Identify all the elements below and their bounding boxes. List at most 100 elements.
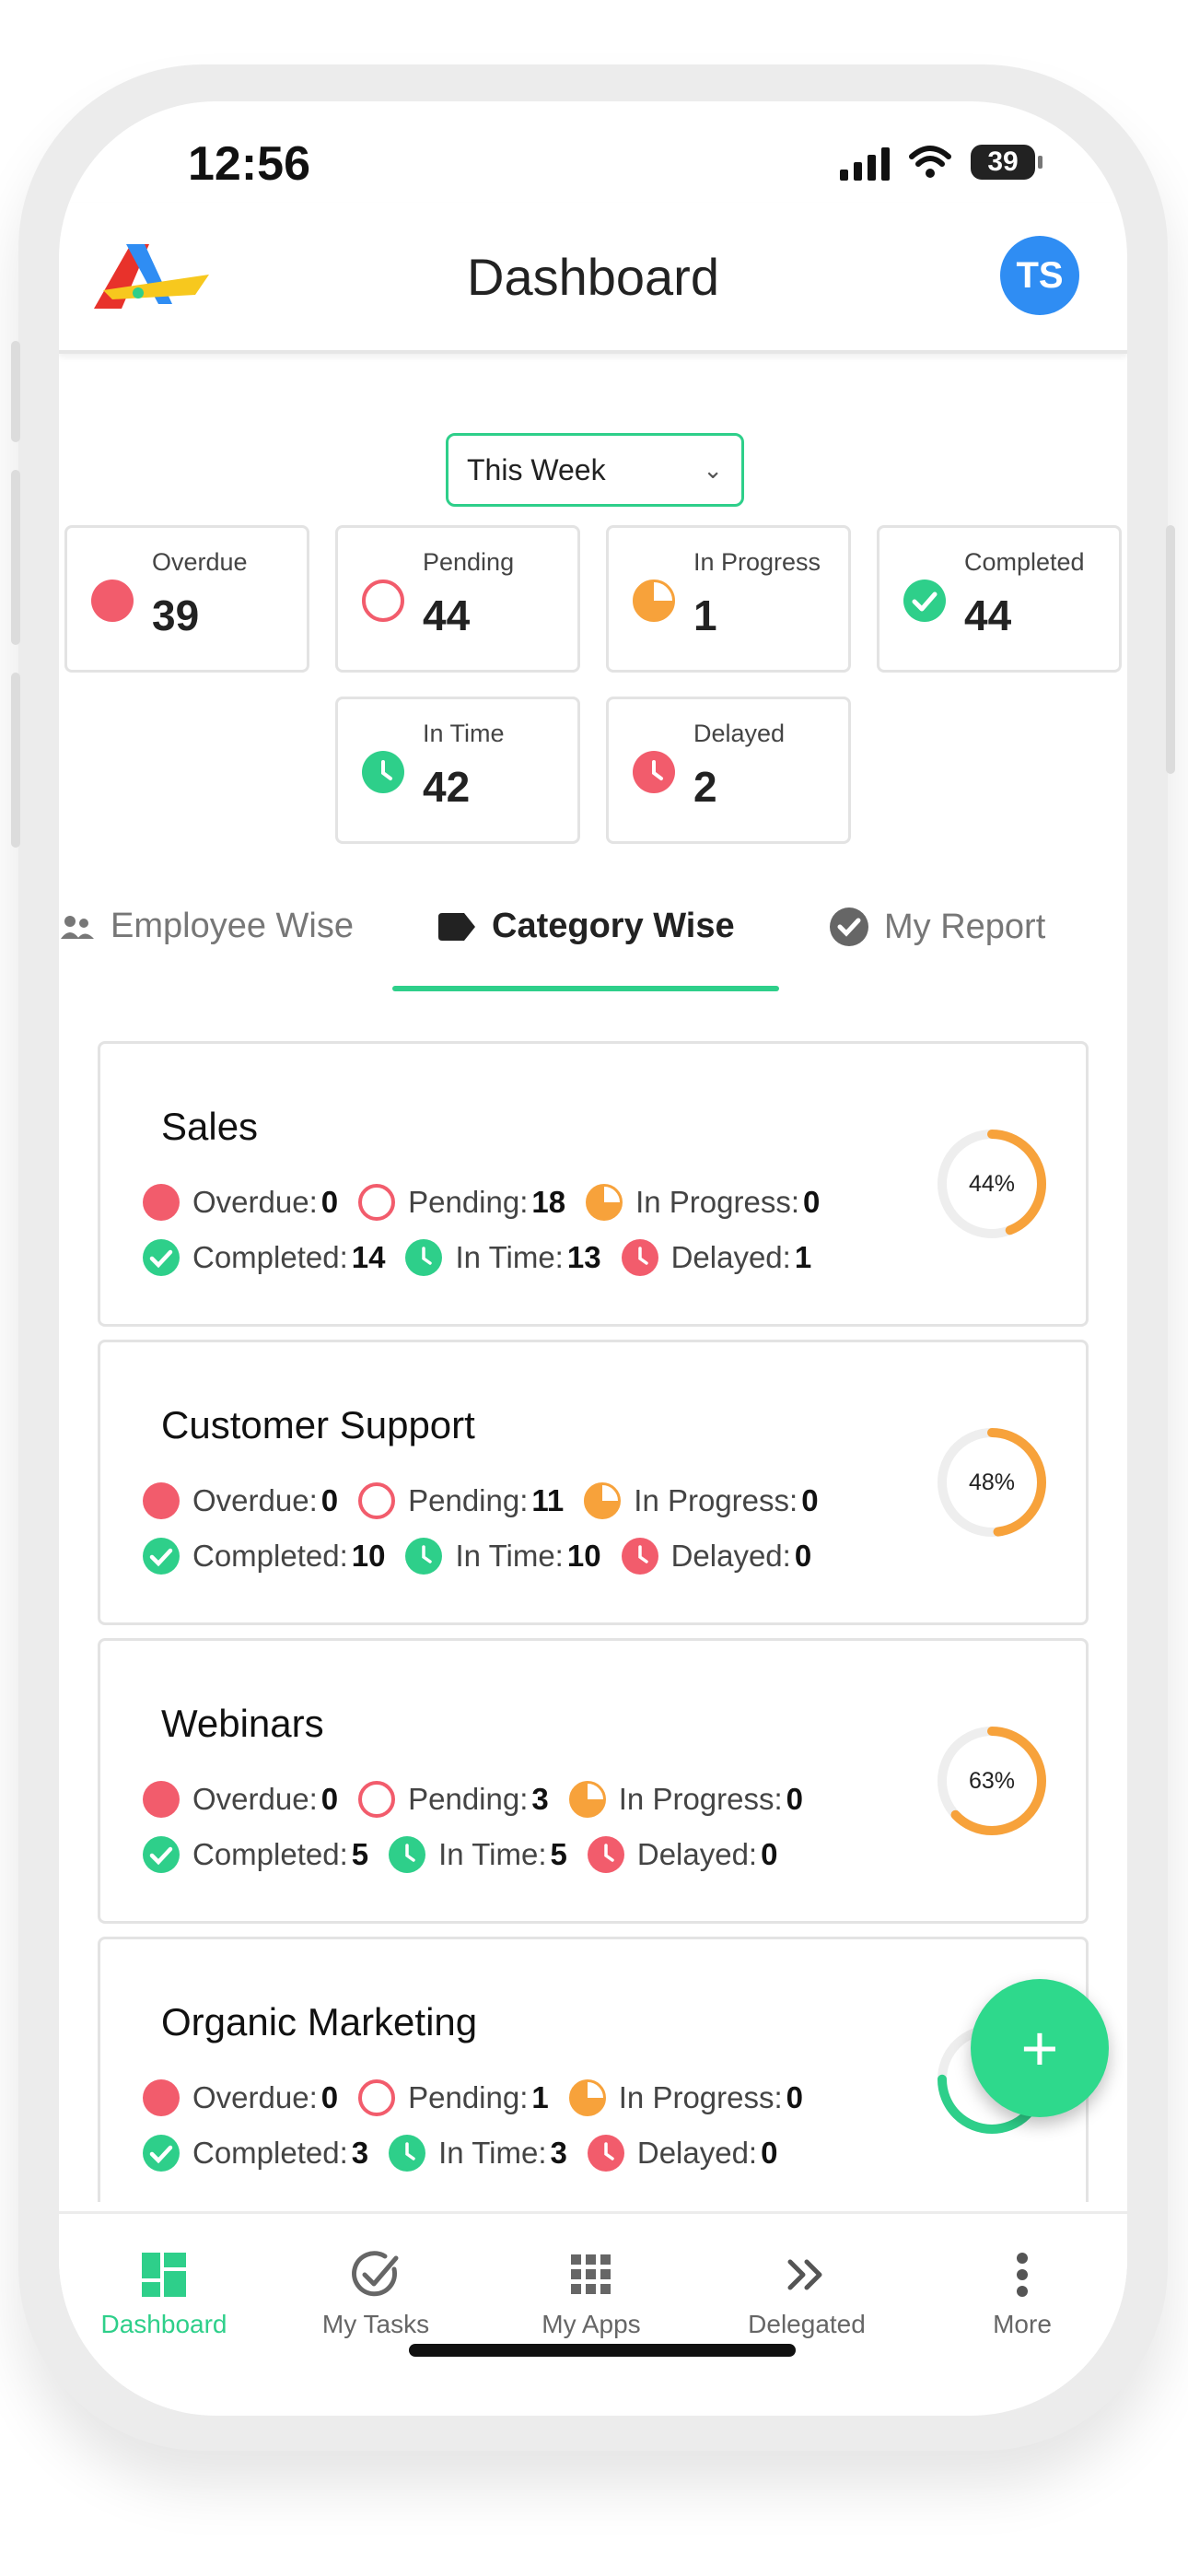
clock-green-icon — [405, 1538, 443, 1575]
page-title: Dashboard — [467, 248, 719, 306]
category-stats-row-1: Overdue: 0 Pending: 11 In Progress: 0 — [143, 1482, 839, 1519]
report-tabs: Employee Wise Category Wise My Report — [59, 894, 1127, 995]
stat-card-in-progress[interactable]: In Progress 1 — [606, 525, 851, 673]
in-time-stat: In Time: 3 — [389, 2135, 567, 2172]
nav-delegated[interactable]: Delegated — [715, 2247, 899, 2339]
clock-red-icon — [621, 1239, 658, 1276]
completion-percent: 44% — [968, 1170, 1016, 1197]
category-stats-row-1: Overdue: 0 Pending: 18 In Progress: 0 — [143, 1184, 840, 1221]
overdue-dot-icon — [143, 1781, 180, 1818]
cellular-signal-icon — [840, 144, 890, 181]
completion-percent: 63% — [968, 1767, 1016, 1794]
completed-stat: Completed: 14 — [143, 1239, 385, 1276]
nav-label: My Apps — [542, 2310, 641, 2338]
stat-value: 39 — [152, 591, 200, 639]
progress-pie-icon — [633, 580, 675, 622]
delayed-stat: Delayed: 0 — [587, 2135, 777, 2172]
pending-stat: Pending: 11 — [358, 1482, 564, 1519]
dashboard-icon — [142, 2253, 186, 2297]
grid-apps-icon — [571, 2254, 611, 2294]
nav-dashboard[interactable]: Dashboard — [72, 2247, 256, 2339]
pending-circle-icon — [358, 1781, 396, 1818]
overdue-stat: Overdue: 0 — [143, 2079, 338, 2116]
side-button-mute — [11, 341, 20, 442]
in-time-stat: In Time: 13 — [405, 1239, 601, 1276]
completed-stat: Completed: 10 — [143, 1538, 385, 1575]
battery-icon: 39 — [971, 145, 1042, 180]
tab-category-wise[interactable]: Category Wise — [437, 907, 735, 946]
category-stats-row-2: Completed: 3 In Time: 3 Delayed: 0 — [143, 2135, 798, 2172]
tab-employee-wise[interactable]: Employee Wise — [59, 907, 354, 946]
category-stats-row-1: Overdue: 0 Pending: 1 In Progress: 0 — [143, 2079, 823, 2116]
stat-card-completed[interactable]: Completed 44 — [877, 525, 1122, 673]
stat-value: 44 — [964, 591, 1012, 639]
delayed-stat: Delayed: 0 — [621, 1538, 811, 1575]
clock-red-icon — [587, 2135, 624, 2172]
category-card-customer-support[interactable]: Customer Support Overdue: 0 Pending: 11 In… — [98, 1340, 1089, 1625]
category-stats-row-2: Completed: 14 In Time: 13 Delayed: 1 — [143, 1239, 832, 1276]
completed-stat: Completed: 5 — [143, 1836, 368, 1873]
user-avatar[interactable]: TS — [1000, 236, 1079, 315]
stat-value: 44 — [423, 591, 471, 639]
in-time-stat: In Time: 5 — [389, 1836, 567, 1873]
pending-stat: Pending: 18 — [358, 1184, 565, 1221]
add-task-button[interactable]: + — [971, 1979, 1109, 2117]
plus-icon: + — [1020, 2012, 1059, 2084]
stat-label: Pending — [423, 548, 515, 576]
clock-green-icon — [389, 1836, 426, 1873]
stat-card-overdue[interactable]: Overdue 39 — [64, 525, 309, 673]
completion-ring: 44% — [935, 1127, 1049, 1241]
nav-label: Delegated — [748, 2310, 866, 2338]
in-progress-stat: In Progress: 0 — [584, 1482, 819, 1519]
side-button-volume-up — [11, 470, 20, 645]
stat-card-pending[interactable]: Pending 44 — [335, 525, 580, 673]
check-circle-icon — [143, 1538, 180, 1575]
nav-more[interactable]: More — [930, 2247, 1114, 2339]
pending-circle-icon — [358, 1482, 396, 1519]
side-button-power — [1166, 525, 1175, 774]
stat-card-delayed[interactable]: Delayed 2 — [606, 697, 851, 844]
task-check-icon — [352, 2251, 399, 2297]
pending-stat: Pending: 1 — [358, 2079, 549, 2116]
app-header: Dashboard TS — [59, 203, 1127, 354]
completion-ring: 63% — [935, 1724, 1049, 1838]
progress-pie-icon — [568, 1781, 606, 1818]
category-card-organic-marketing[interactable]: Organic Marketing Overdue: 0 Pending: 1 In… — [98, 1937, 1089, 2202]
nav-my-apps[interactable]: My Apps — [499, 2247, 683, 2339]
completion-percent: 48% — [968, 1469, 1016, 1495]
stat-card-in-time[interactable]: In Time 42 — [335, 697, 580, 844]
stat-label: Overdue — [152, 548, 248, 576]
pending-stat: Pending: 3 — [358, 1781, 549, 1818]
period-filter-select[interactable]: This Week ⌄ — [446, 433, 744, 507]
stat-value: 1 — [693, 591, 717, 639]
pending-circle-icon — [358, 1184, 396, 1221]
stat-label: In Time — [423, 720, 505, 747]
tab-label: My Report — [884, 907, 1046, 946]
category-card-webinars[interactable]: Webinars Overdue: 0 Pending: 3 In Progress… — [98, 1638, 1089, 1924]
in-progress-stat: In Progress: 0 — [568, 2079, 803, 2116]
wifi-icon — [909, 146, 951, 178]
more-vertical-icon — [1017, 2253, 1028, 2297]
clock-green-icon — [389, 2135, 426, 2172]
delayed-stat: Delayed: 0 — [587, 1836, 777, 1873]
home-indicator[interactable] — [409, 2344, 796, 2357]
chevron-down-icon: ⌄ — [703, 455, 723, 484]
nav-my-tasks[interactable]: My Tasks — [284, 2247, 468, 2339]
progress-pie-icon — [568, 2079, 606, 2116]
clock-green-icon — [405, 1239, 443, 1276]
side-button-volume-down — [11, 673, 20, 848]
tab-my-report[interactable]: My Report — [829, 907, 1045, 947]
stat-label: Delayed — [693, 720, 786, 747]
category-stats-row-2: Completed: 5 In Time: 5 Delayed: 0 — [143, 1836, 798, 1873]
clock-red-icon — [587, 1836, 624, 1873]
delayed-stat: Delayed: 1 — [621, 1239, 811, 1276]
status-icons: 39 — [840, 135, 1042, 190]
check-circle-icon — [143, 2135, 180, 2172]
category-card-sales[interactable]: Sales Overdue: 0 Pending: 18 In Progress: 0… — [98, 1041, 1089, 1327]
phone-frame: 12:56 39 Dashboard TS Thi — [11, 64, 1175, 2451]
check-circle-icon — [143, 1836, 180, 1873]
double-chevron-icon — [787, 2259, 822, 2290]
people-icon — [61, 915, 94, 939]
check-circle-icon — [903, 580, 946, 622]
tab-label: Category Wise — [492, 907, 735, 945]
